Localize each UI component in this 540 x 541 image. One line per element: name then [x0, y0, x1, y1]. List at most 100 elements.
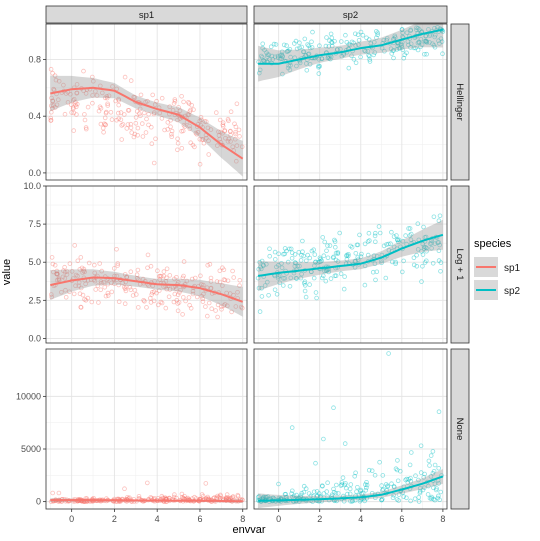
- data-point: [418, 443, 424, 449]
- data-point: [279, 56, 284, 62]
- data-point: [267, 253, 273, 259]
- data-point: [229, 309, 234, 315]
- data-point: [264, 279, 270, 285]
- data-point: [157, 110, 163, 116]
- data-point: [56, 276, 62, 281]
- data-point: [63, 91, 69, 96]
- data-point: [83, 297, 89, 303]
- data-point: [170, 108, 176, 113]
- data-point: [437, 41, 442, 46]
- data-point: [171, 299, 177, 305]
- data-point: [331, 254, 336, 260]
- data-point: [143, 99, 148, 105]
- data-point: [260, 57, 266, 63]
- data-point: [262, 283, 268, 288]
- data-point: [205, 262, 211, 268]
- data-point: [264, 495, 269, 500]
- data-point: [420, 252, 426, 257]
- facet-strip-row: [450, 23, 470, 181]
- data-point: [437, 242, 442, 248]
- data-point: [227, 129, 233, 134]
- data-point: [289, 425, 295, 430]
- data-point: [384, 36, 390, 41]
- data-point: [145, 98, 150, 104]
- data-point: [189, 276, 195, 282]
- data-point: [177, 290, 182, 295]
- data-point: [360, 490, 366, 496]
- data-point: [276, 262, 281, 268]
- data-point: [92, 262, 97, 268]
- panel-border: [253, 348, 448, 510]
- data-point: [192, 494, 197, 500]
- data-point: [122, 486, 127, 492]
- data-point: [436, 218, 442, 224]
- data-point: [304, 68, 310, 73]
- data-point: [267, 57, 272, 62]
- data-point: [364, 485, 369, 491]
- data-point: [54, 268, 60, 274]
- data-point: [365, 239, 371, 244]
- y-tick-label: 0.4: [28, 111, 41, 121]
- data-point: [344, 253, 349, 259]
- data-point: [402, 52, 408, 57]
- data-point: [404, 495, 409, 501]
- x-tick-label: 2: [317, 514, 322, 524]
- data-point: [408, 231, 414, 237]
- data-point: [230, 144, 236, 150]
- data-point: [201, 282, 206, 288]
- data-point: [122, 286, 128, 292]
- data-point: [98, 279, 104, 284]
- data-point: [167, 287, 173, 292]
- data-point: [148, 295, 153, 301]
- data-point: [424, 245, 429, 251]
- data-point: [261, 262, 266, 268]
- data-point: [342, 441, 348, 446]
- data-point: [159, 274, 164, 279]
- data-point: [82, 269, 87, 275]
- data-point: [153, 136, 158, 142]
- data-point: [282, 275, 288, 281]
- data-point: [431, 485, 436, 491]
- data-point: [313, 460, 318, 466]
- data-point: [406, 226, 411, 231]
- data-point: [204, 136, 209, 141]
- data-point: [206, 138, 211, 144]
- data-point: [225, 139, 231, 144]
- data-point: [379, 483, 384, 488]
- data-point: [420, 241, 426, 247]
- legend-label-sp2: sp2: [504, 286, 521, 297]
- data-point: [362, 263, 368, 269]
- data-point: [430, 260, 436, 266]
- data-point: [134, 272, 140, 278]
- data-point: [302, 283, 308, 288]
- data-point: [280, 53, 285, 59]
- data-point: [216, 133, 222, 138]
- data-point: [63, 294, 69, 300]
- data-point: [53, 77, 59, 83]
- data-point: [395, 43, 401, 49]
- data-point: [436, 38, 441, 43]
- data-point: [259, 258, 265, 264]
- data-point: [438, 36, 444, 41]
- data-point: [302, 288, 308, 294]
- data-point: [419, 279, 424, 284]
- legend-label-sp1: sp1: [504, 263, 521, 274]
- data-point: [279, 265, 285, 271]
- data-point: [329, 35, 335, 41]
- data-point: [148, 495, 154, 500]
- data-point: [124, 126, 130, 131]
- data-point: [101, 279, 106, 285]
- data-point: [355, 242, 361, 248]
- data-point: [146, 111, 151, 117]
- data-point: [297, 263, 302, 269]
- data-point: [162, 127, 167, 133]
- data-point: [342, 274, 347, 279]
- data-point: [77, 267, 83, 272]
- data-point: [76, 280, 82, 285]
- data-point: [258, 266, 264, 272]
- data-point: [263, 261, 269, 267]
- data-point: [392, 33, 398, 39]
- data-point: [234, 101, 240, 107]
- data-point: [225, 116, 231, 122]
- data-point: [284, 248, 289, 254]
